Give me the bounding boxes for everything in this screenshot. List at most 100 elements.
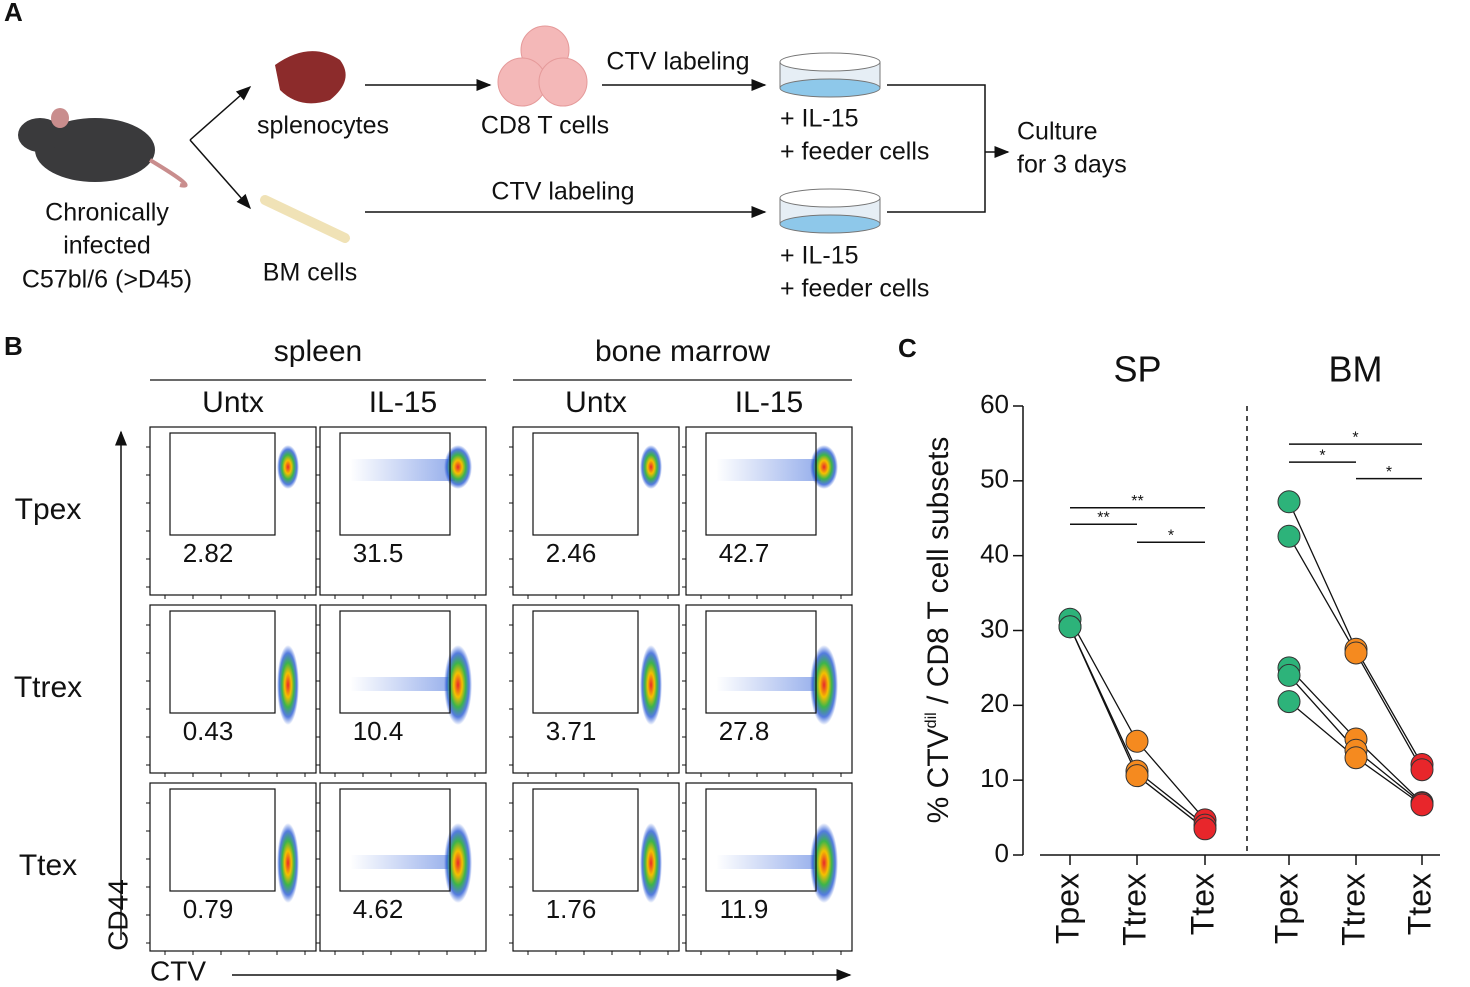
panel-label: C <box>898 333 917 363</box>
label: splenocytes <box>257 112 389 140</box>
gate-value: 2.46 <box>546 538 597 568</box>
significance-label: * <box>1168 527 1174 544</box>
gate <box>532 788 639 892</box>
gate-value: 42.7 <box>719 538 770 568</box>
gate <box>705 610 817 714</box>
row-label: Ttrex <box>14 671 82 704</box>
panel-label: B <box>4 331 23 361</box>
dish-icon <box>779 188 881 234</box>
density-band <box>350 459 455 481</box>
label: CTV labeling <box>491 178 634 206</box>
spleen-icon <box>275 51 346 104</box>
column-header: Untx <box>565 386 627 419</box>
data-point <box>1344 746 1368 770</box>
data-point <box>1410 758 1434 782</box>
gate <box>169 788 276 892</box>
gate-value: 0.43 <box>183 716 234 746</box>
axis-label: CTV <box>150 955 206 986</box>
y-tick-label: 30 <box>980 613 1009 643</box>
x-tick-label: Tpex <box>1268 873 1304 944</box>
gate-value: 2.82 <box>183 538 234 568</box>
cells-icon <box>497 25 588 107</box>
data-point <box>1277 490 1301 514</box>
arrow <box>189 86 252 141</box>
density-blob <box>444 445 472 489</box>
gate-value: 31.5 <box>353 538 404 568</box>
density-band <box>716 459 821 481</box>
label: CD8 T cells <box>481 112 609 140</box>
data-point <box>1125 729 1149 753</box>
x-tick-label: Ttex <box>1401 873 1437 935</box>
gate-value: 11.9 <box>720 894 769 924</box>
gate-value: 0.79 <box>183 894 234 924</box>
gate <box>339 788 451 892</box>
group-header: bone marrow <box>595 335 770 368</box>
density-blob <box>810 645 838 725</box>
x-tick-label: Ttrex <box>1116 873 1152 946</box>
connector <box>887 84 986 213</box>
y-axis-label-part: / CD8 T cell subsets <box>922 437 955 713</box>
y-tick-label: 20 <box>980 688 1009 718</box>
data-point <box>1410 793 1434 817</box>
density-band <box>350 677 455 691</box>
gate-value: 10.4 <box>353 716 404 746</box>
x-tick-label: Ttrex <box>1335 873 1371 946</box>
panel-label: A <box>4 0 23 27</box>
label: BM cells <box>263 259 357 287</box>
gate <box>169 432 276 536</box>
y-tick-label: 60 <box>980 389 1009 419</box>
label: for 3 days <box>1017 151 1127 179</box>
density-blob <box>277 823 299 903</box>
row-label: Ttex <box>19 849 77 882</box>
density-band <box>716 855 821 869</box>
density-band <box>716 677 821 691</box>
gate <box>705 788 817 892</box>
significance-label: ** <box>1131 493 1143 510</box>
gate-value: 1.76 <box>546 894 597 924</box>
x-tick-label: Tpex <box>1049 873 1085 944</box>
density-band <box>350 855 455 869</box>
panel-title: SP <box>1113 349 1161 390</box>
y-tick-label: 0 <box>995 838 1009 868</box>
density-blob <box>810 445 838 489</box>
x-tick-label: Ttex <box>1184 873 1220 935</box>
gate-value: 4.62 <box>353 894 404 924</box>
y-axis-label-part: dil <box>923 712 940 728</box>
label: + IL-15 <box>780 105 859 133</box>
mouse-text: infected <box>63 232 151 260</box>
gate <box>339 432 451 536</box>
label: + feeder cells <box>780 275 929 303</box>
y-tick-label: 40 <box>980 539 1009 569</box>
mouse-text: Chronically <box>45 199 169 227</box>
gate-value: 3.71 <box>546 716 597 746</box>
density-blob <box>444 823 472 903</box>
significance-label: * <box>1352 429 1358 446</box>
y-tick-label: 50 <box>980 464 1009 494</box>
data-point <box>1277 663 1301 687</box>
data-point <box>1277 524 1301 548</box>
density-blob <box>640 445 662 489</box>
label: + feeder cells <box>780 138 929 166</box>
gate <box>532 432 639 536</box>
group-header: spleen <box>274 335 362 368</box>
y-axis-label: % CTVdil / CD8 T cell subsets <box>922 437 955 824</box>
gate <box>169 610 276 714</box>
significance-label: * <box>1319 447 1325 464</box>
dish-icon <box>779 52 881 98</box>
mouse-text: C57bl/6 (>D45) <box>22 266 192 294</box>
y-axis-label-part: % CTV <box>922 728 955 823</box>
row-label: Tpex <box>15 493 82 526</box>
data-point <box>1058 615 1082 639</box>
panel-title: BM <box>1329 349 1383 390</box>
data-point <box>1193 817 1217 841</box>
gate-value: 27.8 <box>719 716 770 746</box>
mouse-icon <box>18 108 188 188</box>
significance-label: * <box>1386 464 1392 481</box>
gate <box>532 610 639 714</box>
column-header: IL-15 <box>735 386 803 419</box>
label: Culture <box>1017 118 1098 146</box>
gate <box>705 432 817 536</box>
label: + IL-15 <box>780 242 859 270</box>
arrow <box>189 139 251 210</box>
